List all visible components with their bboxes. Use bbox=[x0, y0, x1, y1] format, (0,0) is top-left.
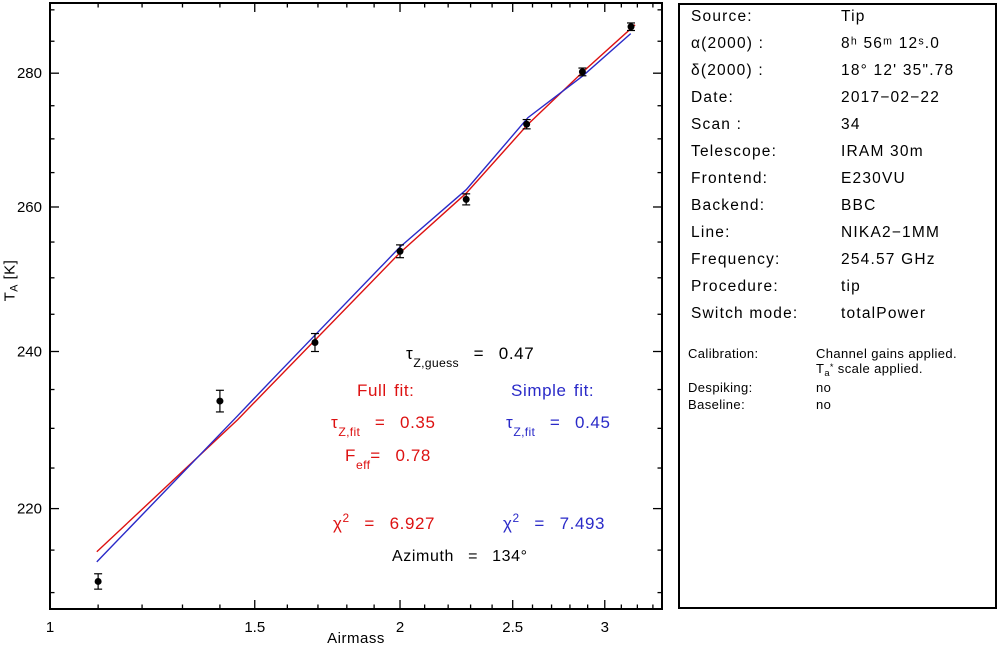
full-fit-label: Full fit: bbox=[357, 381, 415, 400]
svg-text:2: 2 bbox=[396, 619, 404, 636]
svg-text:1.5: 1.5 bbox=[244, 619, 265, 636]
info-label: Frontend: bbox=[691, 170, 769, 187]
info-value: tip bbox=[841, 278, 861, 295]
forward-efficiency-annotation: Feff= 0.78 bbox=[345, 446, 431, 472]
info-row-frontend: Frontend: E230VU bbox=[680, 170, 995, 192]
chi2-simple-annotation: χ2 = 7.493 bbox=[503, 511, 606, 533]
tau-fit-simple-annotation: τZ,fit = 0.45 bbox=[506, 413, 611, 439]
svg-text:2.5: 2.5 bbox=[502, 619, 523, 636]
info-label: Date: bbox=[691, 89, 735, 106]
tau-zenith-guess-annotation: τZ,guess = 0.47 bbox=[406, 344, 535, 370]
info-value: NIKA2−1MM bbox=[841, 224, 941, 241]
info-value: 254.57 GHz bbox=[841, 251, 936, 268]
info-row-frequency: Frequency: 254.57 GHz bbox=[680, 251, 995, 273]
info-label: Source: bbox=[691, 8, 753, 25]
info-value: 8ʰ 56ᵐ 12ˢ.0 bbox=[841, 35, 941, 52]
info-row-calibration: Calibration: Channel gains applied. bbox=[680, 346, 995, 368]
info-row-dec: δ(2000) : 18° 12' 35".78 bbox=[680, 62, 995, 84]
info-label: Despiking: bbox=[688, 380, 753, 395]
azimuth-annotation: Azimuth = 134° bbox=[392, 548, 528, 565]
info-label: Baseline: bbox=[688, 397, 746, 412]
tipping-plot: 1 1.5 2 2.5 3 220 240 260 280 TA [K] Airmass τZ,… bbox=[1, 2, 663, 647]
info-label: Scan : bbox=[691, 116, 743, 133]
info-label: Frequency: bbox=[691, 251, 781, 268]
info-row-telescope: Telescope: IRAM 30m bbox=[680, 143, 995, 165]
y-axis-label: TA [K] bbox=[1, 259, 21, 302]
info-row-switch-mode: Switch mode: totalPower bbox=[680, 305, 995, 327]
info-row-despiking: Despiking: no bbox=[680, 380, 995, 402]
info-value: BBC bbox=[841, 197, 877, 214]
info-label: α(2000) : bbox=[691, 35, 765, 52]
svg-text:1: 1 bbox=[46, 619, 54, 636]
info-row-scan: Scan : 34 bbox=[680, 116, 995, 138]
info-label: δ(2000) : bbox=[691, 62, 764, 79]
info-value: IRAM 30m bbox=[841, 143, 924, 160]
info-value: no bbox=[816, 397, 832, 412]
svg-text:260: 260 bbox=[17, 199, 42, 216]
info-row-line: Line: NIKA2−1MM bbox=[680, 224, 995, 246]
info-row-backend: Backend: BBC bbox=[680, 197, 995, 219]
info-value: no bbox=[816, 380, 832, 395]
info-value: Channel gains applied. bbox=[816, 346, 958, 361]
info-value: E230VU bbox=[841, 170, 906, 187]
info-label: Calibration: bbox=[688, 346, 759, 361]
chi2-full-annotation: χ2 = 6.927 bbox=[333, 511, 436, 533]
info-row-source: Source: Tip bbox=[680, 8, 995, 30]
info-value: totalPower bbox=[841, 305, 927, 322]
info-label: Backend: bbox=[691, 197, 766, 214]
info-value: Tip bbox=[841, 8, 866, 25]
info-label: Telescope: bbox=[691, 143, 778, 160]
svg-text:240: 240 bbox=[17, 344, 42, 361]
info-row-date: Date: 2017−02−22 bbox=[680, 89, 995, 111]
info-row-calibration-2: Ta* scale applied. bbox=[680, 361, 995, 383]
info-value: 18° 12' 35".78 bbox=[841, 62, 955, 79]
info-value: 34 bbox=[841, 116, 861, 133]
info-row-ra: α(2000) : 8ʰ 56ᵐ 12ˢ.0 bbox=[680, 35, 995, 57]
x-axis-label: Airmass bbox=[327, 630, 385, 647]
info-label: Line: bbox=[691, 224, 731, 241]
svg-text:3: 3 bbox=[601, 619, 609, 636]
plot-canvas: 1 1.5 2 2.5 3 220 240 260 280 bbox=[17, 2, 663, 636]
info-row-procedure: Procedure: tip bbox=[680, 278, 995, 300]
simple-fit-label: Simple fit: bbox=[511, 381, 595, 400]
tau-fit-full-annotation: τZ,fit = 0.35 bbox=[331, 413, 436, 439]
info-value: 2017−02−22 bbox=[841, 89, 941, 106]
info-panel: Source: Tip α(2000) : 8ʰ 56ᵐ 12ˢ.0 δ(2000)… bbox=[678, 3, 997, 609]
info-label: Procedure: bbox=[691, 278, 779, 295]
info-row-baseline: Baseline: no bbox=[680, 397, 995, 419]
svg-text:220: 220 bbox=[17, 501, 42, 518]
svg-text:280: 280 bbox=[17, 65, 42, 82]
info-label: Switch mode: bbox=[691, 305, 799, 322]
info-value: Ta* scale applied. bbox=[816, 361, 923, 378]
